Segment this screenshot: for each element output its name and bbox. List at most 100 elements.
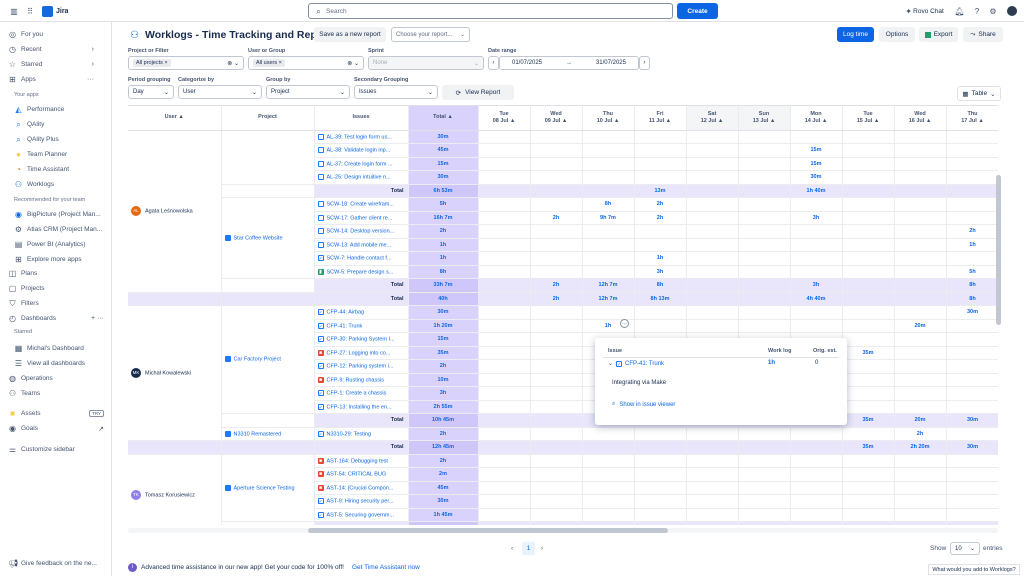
sidebar-item-goals[interactable]: ◉ Goals ↗ (8, 424, 104, 433)
secondary-grouping-select[interactable]: Issues ⌄ (354, 85, 438, 99)
rovo-chat-button[interactable]: ✦ Rovo Chat (902, 4, 946, 18)
sidebar-app-atlas-crm[interactable]: ⚙ Atlas CRM (Project Man... (14, 225, 102, 234)
worklog-cell[interactable]: 35m (842, 346, 895, 360)
user-name[interactable]: Agata Leśnowolska (145, 208, 193, 215)
column-header-user[interactable]: User ▲ (128, 106, 222, 131)
issue-cell[interactable]: ⧉ AL-38: Validate login inp... (314, 143, 409, 158)
worklog-cell[interactable]: 30m (946, 440, 998, 455)
issue-cell[interactable]: ⧉ AL-37: Create login form ... (314, 157, 409, 171)
settings-gear-icon[interactable]: ⚙ (989, 6, 997, 16)
sidebar-view-all-dashboards[interactable]: ☰ View all dashboards (14, 359, 85, 368)
worklog-cell[interactable]: 3h (634, 265, 687, 279)
user-name[interactable]: Michał Kowalewski (145, 370, 192, 377)
worklog-cell[interactable]: 15m (790, 157, 843, 171)
worklog-cell[interactable]: 30m (790, 170, 843, 185)
sidebar-item-assets[interactable]: ■ Assets TRY (8, 409, 104, 418)
issue-cell[interactable]: ⧉ SCW-17: Gather client re... (314, 211, 409, 225)
column-header-day[interactable]: Thu 17 Jul ▲ (946, 106, 998, 131)
issue-key[interactable]: SCW-18: Create wirefram... (326, 201, 394, 208)
date-next-button[interactable]: › (639, 56, 650, 70)
share-button[interactable]: ⤳ Share (963, 27, 1003, 42)
jira-logo[interactable]: Jira (42, 4, 74, 18)
worklog-cell[interactable]: 3h (790, 278, 843, 293)
date-to[interactable]: 31/07/2025 (595, 60, 626, 66)
sidebar-item-teams[interactable]: ⚇ Teams (8, 389, 40, 398)
worklog-cell[interactable]: 8h (946, 292, 998, 306)
sidebar-dashboard-michal[interactable]: ▦ Michal's Dashboard (14, 344, 84, 353)
worklog-cell[interactable]: 8h (946, 278, 998, 293)
issue-key[interactable]: AL-37: Create login form ... (326, 160, 393, 167)
worklog-cell[interactable]: 2h (530, 278, 583, 293)
date-range-picker[interactable]: 01/07/2025 → 31/07/2025 (499, 56, 639, 70)
worklog-cell[interactable]: 1h (946, 238, 998, 252)
project-cell[interactable]: N3310 Remastered (221, 427, 315, 441)
worklog-cell[interactable]: 30m (946, 413, 998, 428)
project-name[interactable]: N3310 Remastered (233, 430, 282, 437)
column-header-day[interactable]: Sun 13 Jul ▲ (738, 106, 791, 131)
banner-link[interactable]: Get Time Assistant now (351, 564, 420, 571)
worklog-cell[interactable]: 8h (582, 197, 635, 212)
sidebar-item-projects[interactable]: ▢ Projects (8, 284, 45, 293)
pagination-next[interactable]: › (541, 545, 544, 552)
issue-key[interactable]: AST-54: CRITICAL BUG (326, 471, 387, 478)
group-by-select[interactable]: Project ⌄ (266, 85, 350, 99)
add-more-icon[interactable]: + ··· (90, 315, 104, 322)
date-from[interactable]: 01/07/2025 (511, 60, 543, 66)
column-header-day[interactable]: Wed 16 Jul ▲ (894, 106, 947, 131)
issue-cell[interactable]: ✓ N3310-29: Testing (314, 427, 409, 441)
options-button[interactable]: Options (879, 27, 915, 42)
project-cell[interactable]: Aperture Science Testing (221, 454, 315, 522)
sidebar-app-qality-plus[interactable]: ⌕ QAlity Plus (14, 135, 59, 144)
search-input[interactable]: ⌕ Search (308, 3, 673, 19)
column-header-day[interactable]: Thu 10 Jul ▲ (582, 106, 635, 131)
sidebar-item-filters[interactable]: ⛉ Filters (8, 299, 39, 308)
issue-key[interactable]: CFP-30: Parking System I... (326, 336, 395, 343)
worklog-cell[interactable]: 12h 7m (582, 278, 635, 293)
worklog-cell[interactable]: 1h 40m (790, 184, 843, 198)
period-grouping-select[interactable]: Day ⌄ (128, 85, 174, 99)
entries-per-page-select[interactable]: 10 ⌄ (950, 542, 980, 555)
sidebar-item-for-you[interactable]: ◎ For you (8, 30, 43, 39)
column-header-project[interactable]: Project (221, 106, 315, 131)
sprint-filter-select[interactable]: None ⌄ (368, 56, 484, 70)
project-cell[interactable]: Car Factory Project (221, 305, 315, 414)
issue-key[interactable]: AL-38: Validate login inp... (326, 147, 391, 154)
worklog-cell[interactable]: 12h 7m (582, 292, 635, 306)
issue-cell[interactable]: ■ CFP-9: Rusting chassis (314, 373, 409, 387)
issue-cell[interactable]: ✓ SCW-7: Handle contact f... (314, 251, 409, 266)
column-header-day[interactable]: Sat 12 Jul ▲ (686, 106, 739, 131)
issue-key[interactable]: CFP-1: Create a chassis (326, 390, 387, 397)
sidebar-app-power-bi[interactable]: ▤ Power BI (Analytics) (14, 240, 86, 249)
issue-cell[interactable]: ⧉ SCW-18: Create wirefram... (314, 197, 409, 212)
sidebar-customize[interactable]: ⚌ Customize sidebar (8, 445, 75, 454)
worklog-cell[interactable]: 13m (634, 184, 687, 198)
pagination-prev[interactable]: ‹ (511, 545, 514, 552)
column-header-day[interactable]: Fri 11 Jul ▲ (634, 106, 687, 131)
sidebar-app-worklogs[interactable]: ⚇ Worklogs (14, 180, 54, 189)
popup-issue-link[interactable]: ⌄ ✓ CFP-41: Trunk (608, 360, 664, 368)
worklog-cell[interactable]: 35m (842, 413, 895, 428)
sidebar-item-plans[interactable]: ◫ Plans (8, 269, 38, 278)
worklog-cell[interactable]: 2h (894, 427, 947, 441)
user-name[interactable]: Tomasz Korusiewicz (145, 491, 195, 498)
project-filter-select[interactable]: All projects × ⊗ ⌄ (128, 56, 244, 70)
worklog-cell[interactable]: 2h (530, 211, 583, 225)
project-cell[interactable]: Star Coffee Website (221, 197, 315, 279)
issue-cell[interactable]: ⧉ SCW-13: Add mobile me... (314, 238, 409, 252)
issue-key[interactable]: SCW-13: Add mobile me... (326, 241, 392, 248)
pagination-page-1[interactable]: 1 (522, 542, 535, 555)
issue-key[interactable]: CFP-12: Parking system i... (326, 363, 394, 370)
categorize-select[interactable]: User ⌄ (178, 85, 262, 99)
issue-key[interactable]: SCW-14: Desktop version... (326, 228, 395, 235)
app-switcher-icon[interactable]: ⠿ (27, 6, 33, 16)
issue-key[interactable]: AST-14: [Crucial Compon... (326, 484, 394, 491)
worklog-cell[interactable]: 3h (790, 211, 843, 225)
issue-key[interactable]: AST-9: Hiring security per... (326, 498, 394, 505)
issue-key[interactable]: CFP-27: Logging into co... (326, 349, 391, 356)
issue-cell[interactable]: ✓ CFP-41: Trunk (314, 319, 409, 333)
help-icon[interactable]: ? (974, 6, 980, 16)
issue-cell[interactable]: ⧉ AL-25: Design intuitive n... (314, 170, 409, 185)
sidebar-app-performance[interactable]: ◭ Performance (14, 105, 64, 114)
issue-cell[interactable]: ▮ SCW-5: Prepare design s... (314, 265, 409, 279)
worklog-cell[interactable]: 2h 20m (894, 440, 947, 455)
